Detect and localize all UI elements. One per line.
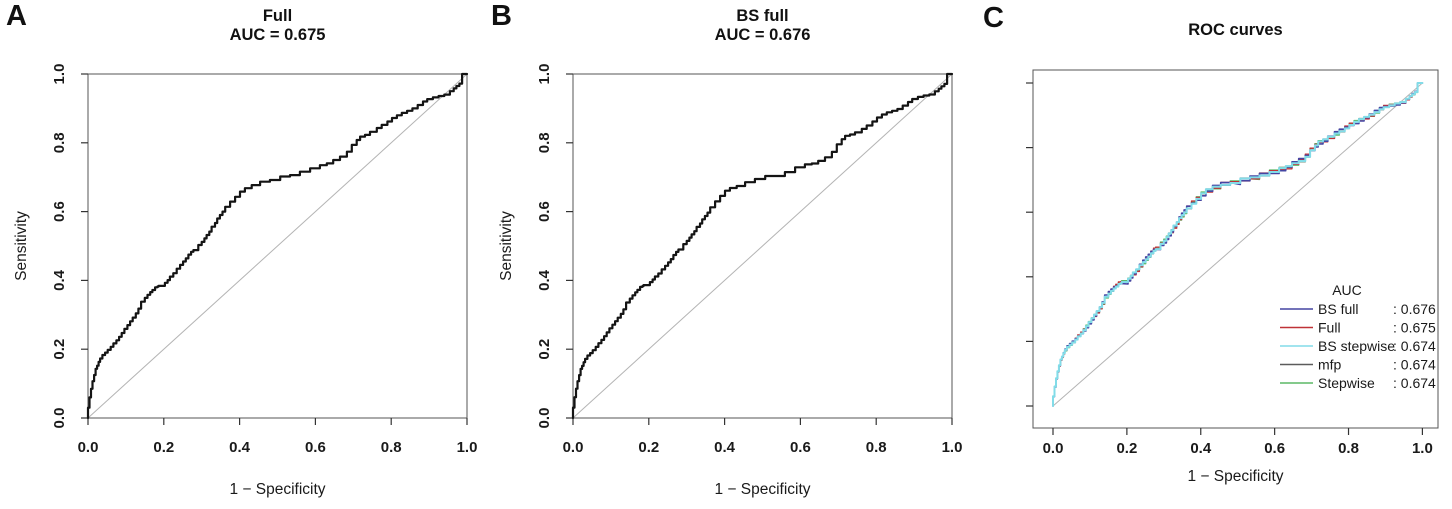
x-axis-title: 1 − Specificity — [714, 481, 810, 498]
x-axis: 0.0 0.2 0.4 0.6 0.8 1.0 — [1043, 428, 1433, 457]
legend-entry-value: : 0.674 — [1393, 357, 1436, 373]
x-tick-label: 1.0 — [942, 439, 963, 456]
x-tick-label: 0.4 — [1190, 440, 1212, 457]
x-axis: 0.0 0.2 0.4 0.6 0.8 1.0 — [78, 418, 478, 456]
y-tick-label: 0.6 — [51, 201, 68, 222]
panel-a-title: Full AUC = 0.675 — [88, 7, 467, 45]
panel-a: A Full AUC = 0.675 0.0 0.2 0.4 0.6 0.8 1.0 0.0… — [0, 0, 485, 509]
x-tick-label: 0.2 — [1116, 440, 1137, 457]
x-tick-label: 0.8 — [381, 439, 402, 456]
panel-b: B BS full AUC = 0.676 0.0 0.2 0.4 0.6 0.8 1.0… — [485, 0, 970, 509]
panel-c-title: ROC curves — [1033, 21, 1438, 40]
roc-curve-bs-full — [571, 72, 954, 420]
panel-a-auc-text: AUC = 0.675 — [229, 26, 326, 44]
x-tick-label: 0.8 — [866, 439, 887, 456]
y-tick-label: 0.8 — [51, 132, 68, 153]
legend: AUC BS full : 0.676 Full : 0.675 BS stepwise:… — [1280, 282, 1436, 391]
y-tick-label: 0.4 — [51, 269, 68, 291]
legend-entry-name: mfp — [1318, 357, 1342, 373]
panel-a-plot: 0.0 0.2 0.4 0.6 0.8 1.0 0.0 0.2 0.4 0.6 0.8 1.0 1 − … — [13, 64, 478, 498]
x-axis: 0.0 0.2 0.4 0.6 0.8 1.0 — [563, 418, 963, 456]
roc-curve-bs-stepwise — [1052, 82, 1424, 407]
legend-entry-value: : 0.674 — [1393, 375, 1436, 391]
panel-a-letter: A — [6, 0, 27, 32]
x-tick-label: 0.2 — [638, 439, 659, 456]
plot-box — [572, 73, 953, 419]
y-tick-label: 0.0 — [536, 408, 553, 429]
diagonal-reference-line — [572, 73, 953, 419]
legend-title: AUC — [1332, 282, 1362, 298]
x-tick-label: 0.6 — [305, 439, 326, 456]
legend-entry-value: : 0.674 — [1393, 338, 1436, 354]
plot-box — [1032, 69, 1439, 429]
y-axis: 0.0 0.2 0.4 0.6 0.8 1.0 — [536, 64, 573, 429]
panel-c-title-text: ROC curves — [1188, 21, 1283, 39]
y-tick-label: 1.0 — [536, 64, 553, 85]
panel-b-title: BS full AUC = 0.676 — [573, 7, 952, 45]
x-axis-title: 1 − Specificity — [229, 481, 325, 498]
panel-b-auc-text: AUC = 0.676 — [714, 26, 811, 44]
diagonal-reference-line — [1052, 82, 1423, 407]
x-tick-label: 0.8 — [1338, 440, 1359, 457]
x-axis-title: 1 − Specificity — [1187, 468, 1283, 485]
plot-box — [87, 73, 468, 419]
y-tick-label: 0.4 — [536, 269, 553, 291]
x-tick-label: 0.0 — [78, 439, 99, 456]
panel-c: C ROC curves 0.0 0.2 0.4 0.6 0.8 1.0 1 − Speci… — [967, 0, 1452, 509]
x-tick-label: 0.2 — [153, 439, 174, 456]
legend-entry-name: BS full — [1318, 301, 1358, 317]
y-tick-label: 0.2 — [536, 339, 553, 360]
panel-c-letter: C — [983, 2, 1004, 34]
x-tick-label: 1.0 — [1412, 440, 1433, 457]
legend-entry-name: BS stepwise — [1318, 338, 1395, 354]
x-tick-label: 0.0 — [1043, 440, 1064, 457]
y-tick-label: 1.0 — [51, 64, 68, 85]
y-axis-title: Sensitivity — [13, 211, 30, 281]
diagonal-reference-line — [87, 73, 468, 419]
legend-entry-value: : 0.676 — [1393, 301, 1436, 317]
x-tick-label: 0.6 — [1264, 440, 1285, 457]
x-tick-label: 0.0 — [563, 439, 584, 456]
roc-curve-full — [86, 72, 469, 420]
y-axis: 0.0 0.2 0.4 0.6 0.8 1.0 — [51, 64, 88, 429]
x-tick-label: 0.4 — [229, 439, 251, 456]
y-axis — [1026, 82, 1033, 407]
panel-b-title-text: BS full — [736, 7, 789, 25]
y-tick-label: 0.0 — [51, 408, 68, 429]
x-tick-label: 0.4 — [714, 439, 736, 456]
panel-a-title-text: Full — [262, 7, 293, 25]
legend-entry-name: Stepwise — [1318, 375, 1375, 391]
legend-entry-name: Full — [1318, 320, 1341, 336]
y-tick-label: 0.2 — [51, 339, 68, 360]
legend-entry-value: : 0.675 — [1393, 320, 1436, 336]
y-axis-title: Sensitivity — [498, 211, 515, 281]
panel-c-plot: 0.0 0.2 0.4 0.6 0.8 1.0 1 − Specificity AUC BS f… — [1026, 69, 1439, 485]
x-tick-label: 0.6 — [790, 439, 811, 456]
panel-b-letter: B — [491, 0, 512, 32]
x-tick-label: 1.0 — [457, 439, 478, 456]
y-tick-label: 0.8 — [536, 132, 553, 153]
panel-b-plot: 0.0 0.2 0.4 0.6 0.8 1.0 0.0 0.2 0.4 0.6 0.8 1.0 1 − … — [498, 64, 963, 498]
y-tick-label: 0.6 — [536, 201, 553, 222]
